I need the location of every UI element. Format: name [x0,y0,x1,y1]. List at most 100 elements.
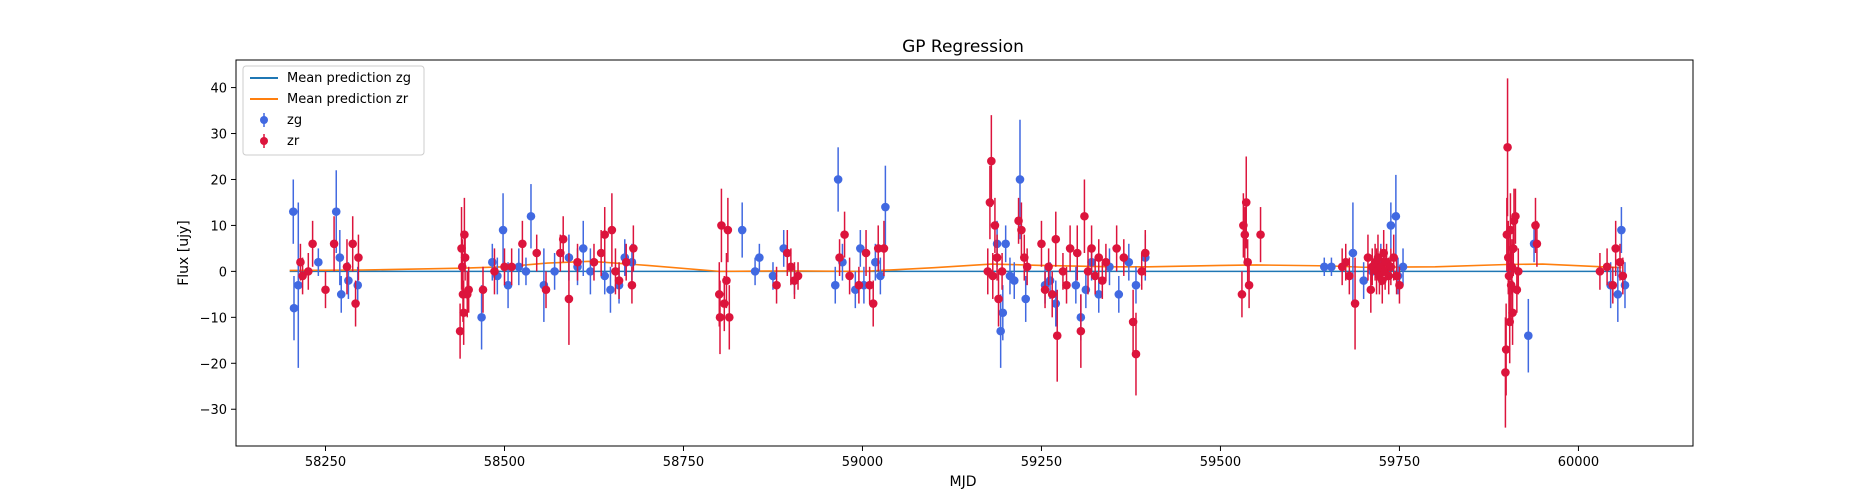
point-marker [331,207,341,216]
y-tick-label: 20 [210,173,227,188]
point-marker [335,253,345,262]
point-marker [1087,244,1096,253]
data-point-zr [1101,243,1111,281]
data-point-zr [1098,262,1107,299]
point-marker [293,280,303,290]
data-point-zr [845,257,854,295]
data-point-zr [1087,225,1096,272]
point-marker [793,271,803,281]
data-point-zr [717,188,726,263]
point-marker [564,294,574,304]
data-point-zr [1094,239,1104,276]
point-marker [1384,271,1394,281]
point-marker [488,257,497,267]
point-marker [992,253,1002,262]
point-marker [1503,143,1512,152]
data-point-zr [1112,225,1121,272]
data-point-zr [1350,257,1360,350]
point-marker [835,253,844,262]
point-marker [1386,221,1396,230]
data-point-zr [1508,280,1517,345]
point-marker [1595,267,1605,276]
data-point-zr [1611,220,1620,276]
legend-label-zg: zg [287,113,302,128]
x-tick-label: 58500 [484,455,525,470]
point-marker [308,239,317,249]
point-marker [1001,239,1010,249]
point-marker [1090,271,1100,281]
point-marker [1395,280,1404,290]
data-point-zg [876,257,885,295]
point-marker [1363,253,1373,262]
point-marker [988,271,998,281]
point-marker [845,271,854,281]
point-marker [1009,276,1019,285]
point-marker [478,285,488,295]
point-marker [464,285,473,295]
point-marker [879,244,889,253]
data-point-zr [589,243,599,281]
point-marker [558,234,568,244]
point-marker [348,239,358,249]
data-point-zr [722,253,731,309]
y-axis-label: Flux [ujy] [176,220,192,286]
data-point-zr [1083,248,1093,295]
point-marker [629,244,638,253]
point-marker [1058,267,1068,276]
point-marker [1098,276,1107,285]
data-point-zr [1047,271,1057,318]
point-marker [1359,276,1368,285]
point-marker [1611,244,1620,253]
data-point-zr [1366,266,1376,313]
point-marker [750,267,760,276]
point-marker [455,326,465,336]
data-point-zg [503,262,513,309]
point-marker [876,271,885,281]
data-point-zg [521,257,531,286]
data-point-zg [830,266,840,304]
data-point-zr [1618,257,1628,295]
data-point-zr [500,248,509,286]
legend-box [242,65,425,156]
x-tick-label: 59250 [1021,455,1062,470]
point-marker [1052,331,1062,341]
data-point-zr [1608,266,1618,304]
point-marker [1081,285,1091,295]
point-marker [833,175,843,184]
data-point-zg [336,275,346,313]
data-point-zg [289,275,299,341]
point-marker [596,248,606,258]
point-marker [1501,345,1511,354]
point-marker [521,267,531,276]
data-point-zr [351,280,360,327]
point-marker [1037,239,1046,249]
legend-marker-zg [260,113,268,127]
point-marker [1101,257,1111,267]
point-marker [298,271,307,281]
point-marker [336,290,346,299]
data-point-zg [578,220,588,276]
data-point-zg [1009,262,1019,299]
data-point-zr [987,115,996,208]
data-point-zr [459,280,468,345]
point-marker [1341,257,1351,267]
data-point-zr [723,197,733,263]
data-point-zg [1071,266,1081,304]
point-marker [1140,248,1150,258]
point-marker [725,313,734,322]
point-marker [868,299,878,308]
data-point-zr [573,243,582,281]
legend: Mean prediction zg Mean prediction zr zg… [242,65,425,156]
point-marker [614,276,624,285]
data-point-zr [596,230,606,276]
data-point-zr [354,234,363,281]
point-marker [1617,225,1626,235]
point-marker [1021,294,1031,304]
point-marker [600,271,610,281]
point-marker [1345,271,1354,281]
point-marker [782,248,792,258]
point-marker [723,225,733,235]
point-marker [353,280,363,290]
data-point-zr [1131,312,1141,396]
data-point-zr [1345,257,1354,295]
